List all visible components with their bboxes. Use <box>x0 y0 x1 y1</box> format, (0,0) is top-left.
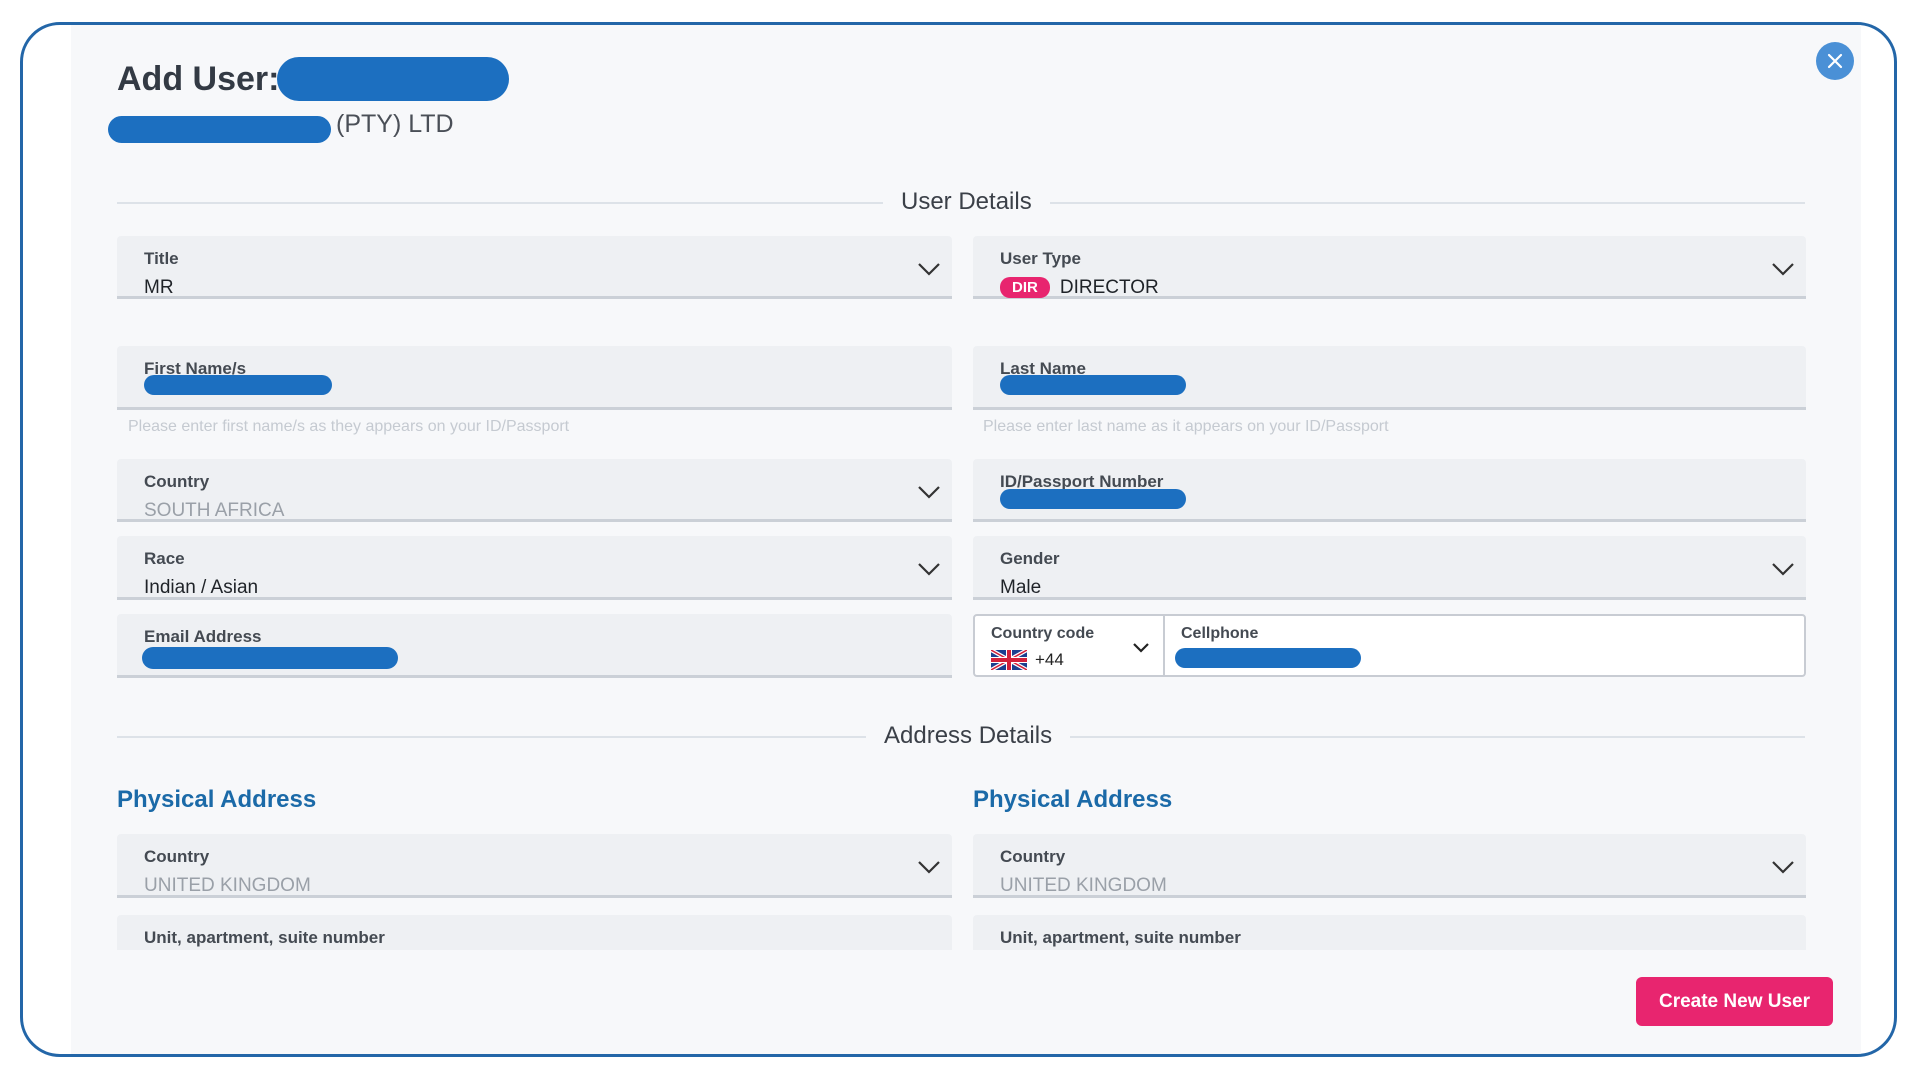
address-country-select-right[interactable]: Country UNITED KINGDOM <box>973 834 1806 898</box>
redacted-cellphone <box>1175 648 1361 668</box>
chevron-down-icon <box>1772 563 1794 576</box>
company-suffix: (PTY) LTD <box>336 110 454 138</box>
dialog-title: Add User: <box>117 60 280 98</box>
email-label: Email Address <box>144 627 262 646</box>
race-select[interactable]: Race Indian / Asian <box>117 536 952 600</box>
title-value: MR <box>144 277 174 298</box>
last-name-hint: Please enter last name as it appears on … <box>983 418 1389 435</box>
redacted-first-name <box>144 375 332 395</box>
address-country-value-left: UNITED KINGDOM <box>144 875 311 896</box>
address-unit-field-left[interactable]: Unit, apartment, suite number <box>117 915 952 950</box>
id-passport-field[interactable]: ID/Passport Number <box>973 459 1806 522</box>
user-type-select[interactable]: User Type DIR DIRECTOR <box>973 236 1806 299</box>
country-code-select[interactable]: Country code +44 <box>975 616 1165 675</box>
chevron-down-icon <box>918 263 940 276</box>
redacted-id-number <box>1000 489 1186 509</box>
id-passport-label: ID/Passport Number <box>1000 472 1164 491</box>
address-country-label-right: Country <box>1000 847 1066 866</box>
redacted-user-name <box>277 57 509 101</box>
uk-flag-icon <box>991 650 1027 670</box>
chevron-down-icon <box>918 563 940 576</box>
chevron-down-icon <box>1772 861 1794 874</box>
country-select[interactable]: Country SOUTH AFRICA <box>117 459 952 522</box>
cellphone-label: Cellphone <box>1181 625 1259 642</box>
redacted-last-name <box>1000 375 1186 395</box>
chevron-down-icon <box>918 861 940 874</box>
user-type-label: User Type <box>1000 249 1081 268</box>
country-code-value: +44 <box>1035 650 1064 669</box>
gender-select[interactable]: Gender Male <box>973 536 1806 600</box>
chevron-down-icon <box>918 486 940 499</box>
redacted-company-name <box>108 116 331 143</box>
physical-address-heading-right: Physical Address <box>973 786 1173 813</box>
address-details-title: Address Details <box>866 722 1071 750</box>
country-label: Country <box>144 472 210 491</box>
address-unit-label-right: Unit, apartment, suite number <box>1000 928 1241 947</box>
user-type-badge: DIR <box>1000 277 1050 299</box>
close-button[interactable] <box>1816 42 1854 80</box>
user-type-value: DIRECTOR <box>1059 277 1159 298</box>
user-type-value-wrap: DIR DIRECTOR <box>1000 277 1159 299</box>
title-label: Title <box>144 249 179 268</box>
first-name-field[interactable]: First Name/s <box>117 346 952 410</box>
title-select[interactable]: Title MR <box>117 236 952 299</box>
create-new-user-button[interactable]: Create New User <box>1636 977 1833 1026</box>
chevron-down-icon <box>1772 263 1794 276</box>
email-field[interactable]: Email Address <box>117 614 952 678</box>
country-code-label: Country code <box>991 625 1095 642</box>
gender-label: Gender <box>1000 549 1060 568</box>
redacted-email <box>142 647 398 669</box>
address-country-label-left: Country <box>144 847 210 866</box>
physical-address-heading-left: Physical Address <box>117 786 317 813</box>
first-name-label: First Name/s <box>144 359 247 378</box>
address-country-select-left[interactable]: Country UNITED KINGDOM <box>117 834 952 898</box>
gender-value: Male <box>1000 577 1042 598</box>
cellphone-field[interactable]: Cellphone <box>1165 616 1804 675</box>
user-details-title: User Details <box>883 188 1050 216</box>
race-value: Indian / Asian <box>144 577 259 598</box>
race-label: Race <box>144 549 185 568</box>
phone-input-group: Country code +44 Cellphone <box>973 614 1806 677</box>
address-unit-label-left: Unit, apartment, suite number <box>144 928 385 947</box>
first-name-hint: Please enter first name/s as they appear… <box>128 418 570 435</box>
country-value: SOUTH AFRICA <box>144 500 285 521</box>
last-name-field[interactable]: Last Name <box>973 346 1806 410</box>
last-name-label: Last Name <box>1000 359 1086 378</box>
address-unit-field-right[interactable]: Unit, apartment, suite number <box>973 915 1806 950</box>
chevron-down-icon <box>1133 643 1149 653</box>
close-icon <box>1827 53 1843 69</box>
address-country-value-right: UNITED KINGDOM <box>1000 875 1167 896</box>
